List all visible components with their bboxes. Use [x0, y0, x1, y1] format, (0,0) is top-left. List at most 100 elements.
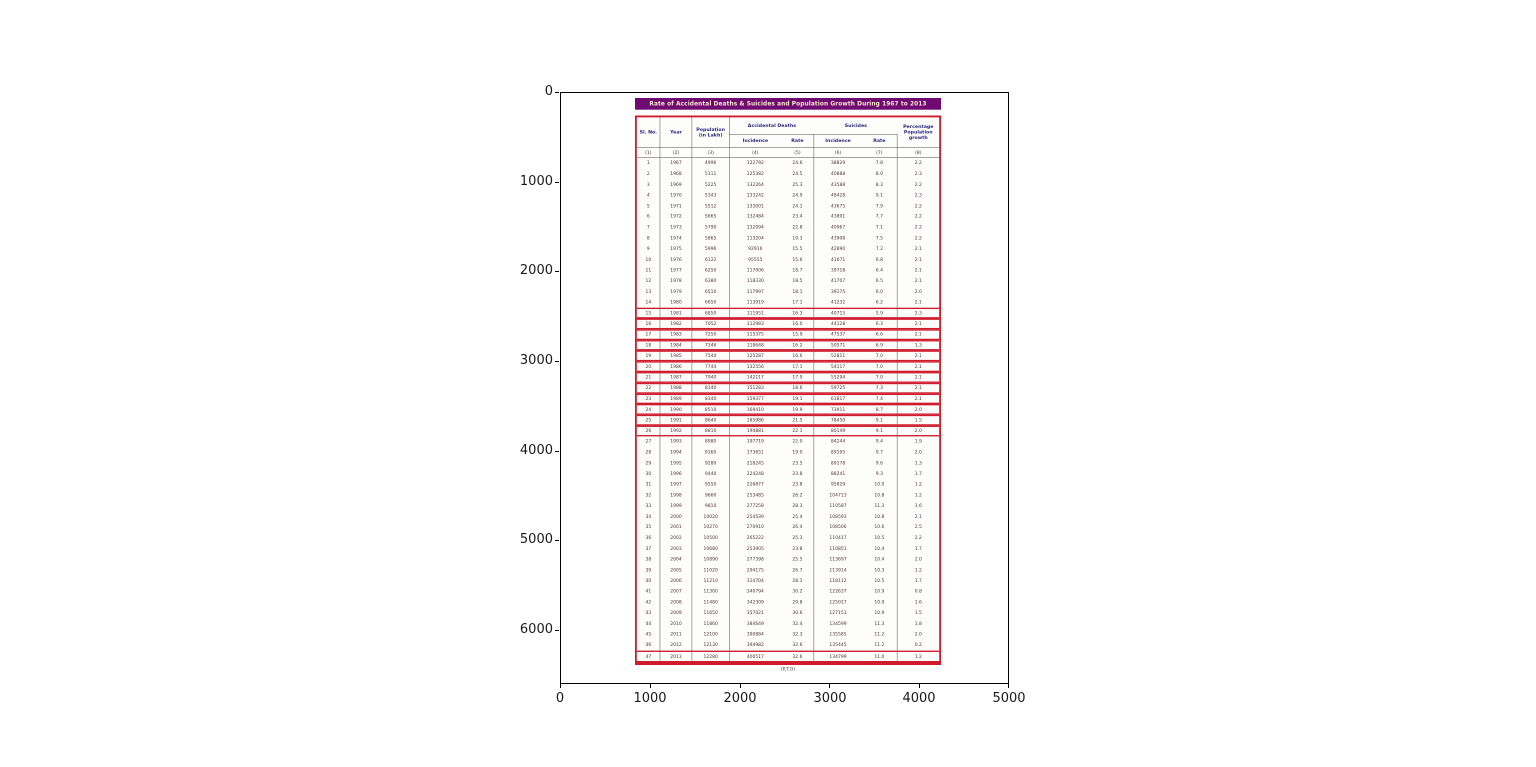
x-tick-mark — [1008, 684, 1009, 688]
column-number: (4) — [752, 149, 759, 155]
table-cell: 2.1 — [914, 267, 922, 273]
y-tick-label: 5000 — [519, 532, 553, 547]
table-cell: 197719 — [746, 439, 764, 445]
table-cell: 108506 — [829, 524, 847, 530]
table-row: 15 1981 6850 111951 16.3 40715 5.9 2.3 — [636, 307, 940, 319]
table-cell: 16.2 — [781, 341, 815, 350]
table-cell: 8640 — [692, 416, 730, 425]
table-cell: 2.3 — [914, 171, 922, 177]
table-row: 46 2012 12130 394982 32.6 135445 11.2 0.2 — [637, 639, 939, 651]
table-cell: 54117 — [830, 364, 846, 370]
table-cell: 17 — [637, 330, 661, 339]
table-cell: 38 — [637, 554, 661, 565]
table-cell: 135585 — [829, 631, 847, 637]
table-cell: 10.6 — [862, 521, 898, 533]
table-cell: 151283 — [746, 385, 764, 391]
table-cell: 1993 — [660, 436, 693, 447]
table-cell: 52811 — [830, 353, 846, 359]
table-cell: 6.0 — [862, 286, 898, 298]
table-cell: 80149 — [830, 428, 846, 434]
table-cell: 9.1 — [862, 416, 898, 425]
table-cell: 9660 — [692, 489, 730, 501]
table-cell: 16.6 — [781, 351, 815, 360]
table-row: 17 1983 7250 115375 15.9 47537 6.6 2.1 — [636, 329, 940, 340]
table-cell: 19.9 — [781, 405, 815, 414]
table-cell: 8510 — [692, 405, 730, 414]
table-cell: 2.1 — [914, 385, 922, 391]
table-cell: 9280 — [692, 457, 730, 469]
table-row: 28 1994 9160 173651 19.0 89195 9.7 2.0 — [637, 446, 939, 458]
table-cell: 111951 — [746, 310, 764, 316]
table-cell: 1969 — [660, 179, 693, 190]
table-cell: 10680 — [692, 543, 730, 555]
table-cell: 22 — [637, 384, 661, 393]
table-cell: 2006 — [660, 575, 693, 587]
table-cell: 10.9 — [862, 596, 898, 608]
table-cell: 134599 — [829, 621, 847, 627]
x-tick-mark — [829, 684, 830, 688]
table-cell: 2002 — [660, 532, 693, 544]
table-rows: 1 1967 4996 122792 24.6 38829 7.8 2.2 2 1968 5111 1… — [636, 157, 940, 662]
table-cell: 11.3 — [862, 500, 898, 512]
table-cell: 43908 — [830, 235, 846, 241]
y-tick-label: 1000 — [519, 174, 553, 189]
table-cell: 40715 — [830, 310, 846, 316]
table-cell: 1979 — [660, 286, 693, 298]
table-cell: 11.2 — [862, 639, 898, 651]
table-cell: 17.1 — [781, 297, 815, 308]
table-cell: 24.5 — [781, 168, 815, 180]
table-cell: 8.7 — [862, 405, 898, 414]
col-header-ad-rate: Rate — [781, 134, 815, 148]
table-cell: 6 — [637, 211, 661, 223]
table-cell: 95555 — [748, 257, 763, 263]
table-cell: 1991 — [660, 416, 693, 425]
table-cell: 1996 — [660, 468, 693, 480]
table-cell: 7.1 — [862, 222, 898, 233]
table-cell: 1972 — [660, 211, 693, 223]
table-cell: 6.6 — [862, 330, 898, 339]
table-cell: 113697 — [829, 556, 847, 562]
table-cell: 7.0 — [862, 362, 898, 371]
table-cell: 6.2 — [862, 297, 898, 308]
table-cell: 42890 — [830, 246, 846, 252]
table-row: 5 1971 5512 133001 24.1 43675 7.9 2.2 — [637, 200, 939, 212]
table-cell: 41671 — [830, 257, 846, 263]
table-cell: 28 — [637, 446, 661, 458]
table-cell: 41707 — [830, 278, 846, 284]
table-cell: 1.5 — [914, 610, 922, 616]
table-cell: 5512 — [692, 200, 730, 212]
table-cell: 185986 — [746, 417, 764, 423]
table-cell: 2.0 — [914, 449, 922, 455]
table-cell: 1975 — [660, 243, 693, 255]
table-cell: 1.8 — [914, 621, 922, 627]
table-cell: 277398 — [746, 556, 764, 562]
table-cell: 173651 — [746, 449, 764, 455]
table-cell: 2 — [637, 168, 661, 180]
table-cell: 133001 — [746, 203, 764, 209]
table-cell: 6380 — [692, 275, 730, 287]
table-cell: 1.2 — [914, 492, 922, 498]
table-cell: 19.1 — [781, 394, 815, 403]
table-cell: 1970 — [660, 189, 693, 201]
table-cell: 25.4 — [781, 511, 815, 522]
table-cell: 132556 — [746, 364, 764, 370]
table-cell: 16 — [637, 319, 661, 328]
table-cell: 115375 — [746, 332, 764, 338]
table-cell: 16.0 — [781, 319, 815, 328]
table-cell: 61817 — [830, 396, 846, 402]
table-cell: 7.7 — [862, 211, 898, 223]
table-cell: 2.3 — [914, 310, 922, 316]
table-cell: 1976 — [660, 254, 693, 265]
table-row: 16 1982 7052 112983 16.0 44128 6.3 2.1 — [636, 318, 940, 330]
table-cell: 5790 — [692, 222, 730, 233]
table-cell: 32 — [637, 489, 661, 501]
x-tick-label: 3000 — [813, 691, 847, 706]
table-cell: 1977 — [660, 264, 693, 276]
table-cell: 4 — [637, 189, 661, 201]
table-row: 38 2004 10890 277398 25.5 113697 10.4 2.0 — [637, 554, 939, 565]
table-row: 13 1979 6510 117997 18.1 39175 6.0 2.0 — [637, 286, 939, 298]
table-row: 25 1991 8640 185986 21.5 78450 9.1 1.5 — [636, 414, 940, 426]
col-header-ad-incidence: Incidence — [742, 138, 769, 144]
table-cell: 40967 — [830, 224, 846, 230]
table-row: 33 1999 9810 277258 28.3 110587 11.3 1.6 — [637, 500, 939, 512]
